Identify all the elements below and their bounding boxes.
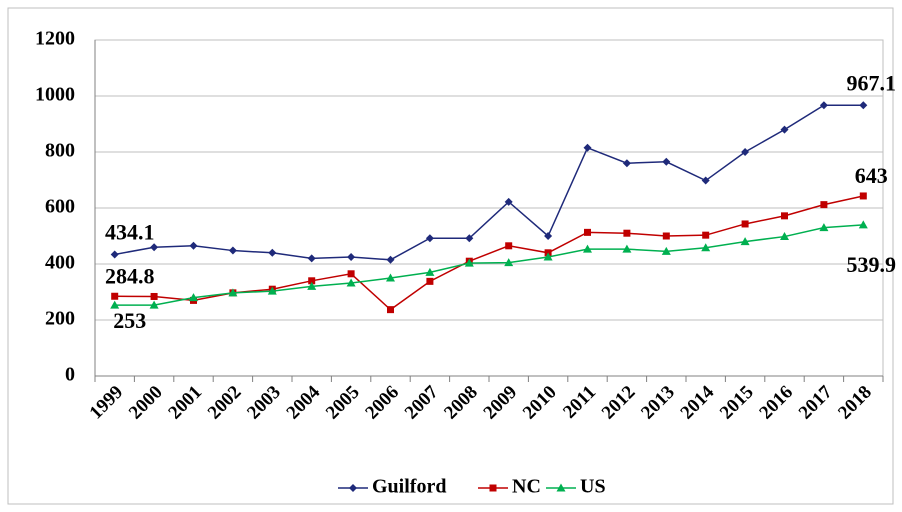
marker [505, 242, 513, 250]
marker [426, 277, 434, 285]
marker [189, 241, 198, 250]
y-tick-label: 1000 [35, 84, 75, 106]
data-label: 643 [855, 163, 888, 188]
marker [741, 148, 750, 156]
marker [701, 243, 711, 252]
marker [228, 288, 238, 297]
marker [349, 484, 357, 492]
marker [622, 244, 632, 253]
marker [583, 143, 592, 152]
marker [347, 270, 355, 278]
marker [228, 246, 237, 255]
y-tick-label: 1200 [35, 28, 75, 50]
marker [662, 157, 671, 166]
marker [504, 258, 514, 267]
marker [623, 229, 631, 237]
marker [150, 292, 158, 300]
marker [556, 483, 566, 492]
marker [150, 243, 159, 252]
marker [701, 176, 710, 185]
marker [543, 252, 553, 261]
marker [425, 267, 435, 276]
marker [662, 232, 670, 240]
marker [307, 254, 316, 263]
marker [268, 248, 277, 257]
marker [347, 253, 356, 261]
marker [740, 237, 750, 246]
marker [465, 234, 474, 243]
marker [111, 292, 119, 300]
data-label: 253 [113, 308, 146, 333]
marker [386, 273, 395, 282]
y-tick-label: 200 [45, 308, 75, 330]
marker [110, 250, 119, 259]
legend-label: US [580, 476, 606, 498]
marker [859, 101, 868, 110]
y-tick-label: 400 [45, 252, 75, 274]
y-tick-label: 0 [65, 364, 75, 386]
marker [661, 246, 671, 255]
marker [858, 220, 868, 229]
series-line [114, 104, 864, 261]
marker [149, 300, 159, 309]
data-label: 284.8 [105, 263, 155, 288]
marker [110, 300, 120, 309]
series-line [114, 224, 864, 306]
marker [819, 101, 828, 110]
marker [780, 232, 789, 241]
marker [267, 286, 277, 295]
marker [346, 278, 356, 287]
marker [584, 228, 591, 236]
marker [489, 484, 497, 492]
marker [583, 244, 592, 253]
marker [622, 159, 631, 168]
marker [504, 197, 513, 206]
marker [386, 255, 395, 264]
marker [820, 201, 828, 209]
marker [819, 223, 829, 232]
marker [781, 212, 788, 220]
marker [307, 281, 317, 290]
marker [544, 232, 553, 240]
marker [741, 220, 749, 228]
data-label: 434.1 [105, 219, 155, 244]
marker [189, 293, 198, 302]
data-label: 967.1 [847, 70, 897, 95]
chart-frame [7, 7, 894, 505]
marker [859, 192, 867, 200]
marker [308, 277, 316, 285]
marker [387, 306, 394, 314]
legend-label: NC [512, 476, 541, 498]
legend-label: Guilford [372, 476, 446, 498]
marker [702, 231, 710, 239]
marker [464, 258, 474, 267]
y-tick-label: 800 [45, 140, 75, 162]
marker [425, 234, 434, 243]
data-label: 539.9 [847, 252, 897, 277]
marker [780, 125, 789, 134]
y-tick-label: 600 [45, 196, 75, 218]
